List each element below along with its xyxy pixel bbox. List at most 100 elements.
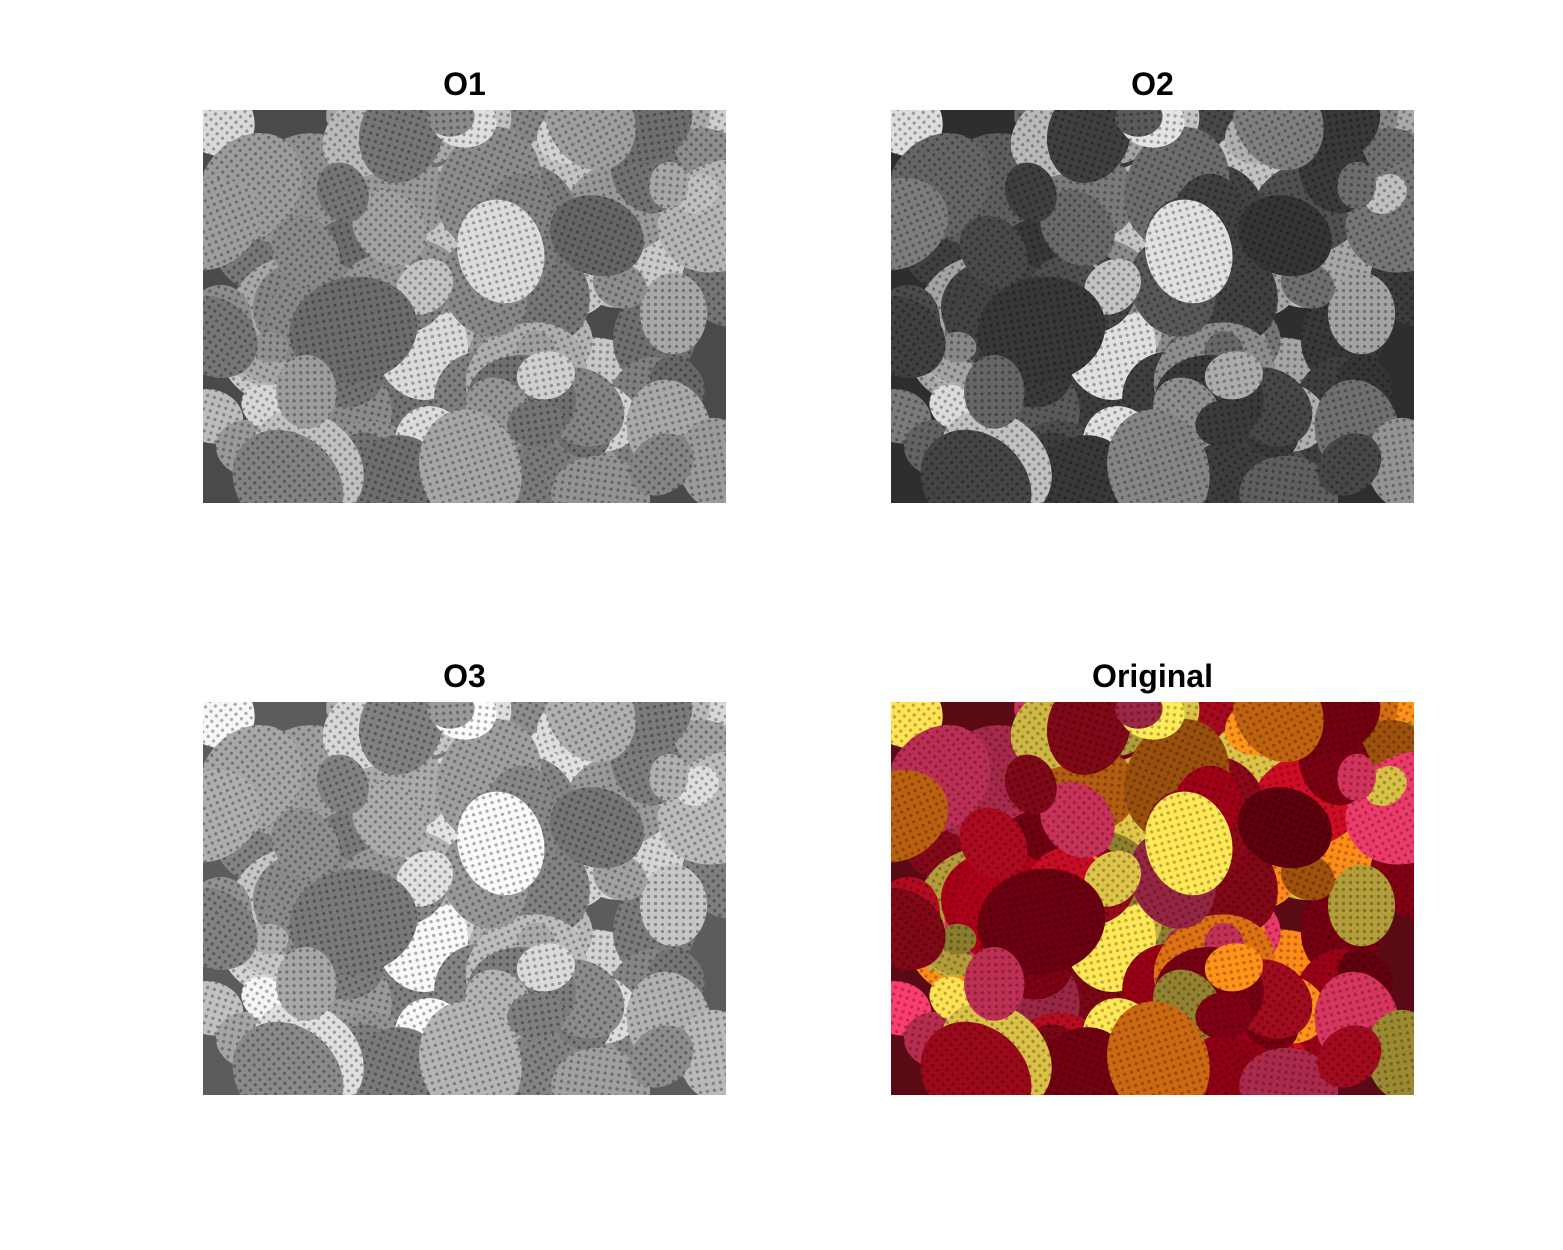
flower-blob <box>1238 195 1332 277</box>
flower-blob <box>977 276 1106 383</box>
flower-blob <box>203 769 261 863</box>
flower-blob <box>920 1021 1032 1095</box>
flower-blob <box>977 868 1106 975</box>
flower-blob <box>203 110 255 157</box>
flower-blob <box>939 923 977 955</box>
flower-blob <box>457 791 545 896</box>
flower-blob <box>964 947 1025 1021</box>
flower-blob <box>271 807 340 880</box>
flower-blob <box>358 110 444 183</box>
flower-blob <box>1328 864 1395 947</box>
flower-blob <box>276 355 337 429</box>
flower-blob <box>203 887 258 970</box>
flower-blob <box>1083 258 1141 315</box>
flower-blob <box>1046 702 1132 775</box>
o1-grayscale-image <box>203 110 726 503</box>
flower-blob <box>1366 1009 1414 1095</box>
flower-blob <box>232 429 344 503</box>
flower-blob <box>1004 754 1057 815</box>
flower-blob <box>457 199 545 304</box>
flower-blob <box>551 1047 651 1095</box>
flower-blob <box>891 295 946 378</box>
flower-blob <box>419 409 522 503</box>
flower-blob <box>891 887 946 970</box>
flower-blob <box>678 1009 726 1095</box>
flower-blob <box>507 399 565 448</box>
flower-blob <box>352 781 427 858</box>
flower-blob <box>891 177 949 271</box>
flower-blob <box>1195 399 1253 448</box>
o3-grayscale-image <box>203 702 726 1095</box>
flower-blob <box>395 258 453 315</box>
flower-blob <box>289 868 418 975</box>
flower-blob <box>1107 1001 1210 1095</box>
flower-blob <box>545 702 636 763</box>
flower-blob <box>629 1025 694 1088</box>
flower-blob <box>276 947 337 1021</box>
flower-blob <box>629 433 694 496</box>
flower-blob <box>1040 781 1115 858</box>
original-color-image <box>891 702 1414 1095</box>
flower-blob <box>920 429 1032 503</box>
flower-blob <box>427 702 475 729</box>
flower-blob <box>1233 110 1324 171</box>
flower-blob <box>1239 1047 1339 1095</box>
flower-blob <box>251 331 289 363</box>
flower-blob <box>891 110 943 157</box>
flower-blob <box>640 272 707 355</box>
flower-blob <box>1083 850 1141 907</box>
flower-blob <box>649 161 688 209</box>
panel-title-o3: O3 <box>443 658 486 694</box>
flower-blob <box>203 177 261 271</box>
flower-blob <box>1115 110 1163 137</box>
flower-blob <box>1317 433 1382 496</box>
flower-blob <box>232 1021 344 1095</box>
flower-blob <box>964 355 1025 429</box>
panel-title-original: Original <box>1092 658 1213 694</box>
flower-blob <box>289 276 418 383</box>
flower-blob <box>1317 1025 1382 1088</box>
flower-blob <box>358 702 444 775</box>
flower-blob <box>959 215 1028 288</box>
flower-blob <box>1145 199 1233 304</box>
flower-blob <box>678 417 726 503</box>
flower-blob <box>640 864 707 947</box>
flower-blob <box>516 351 575 400</box>
flower-blob <box>1195 991 1253 1040</box>
flower-blob <box>1107 409 1210 503</box>
flower-blob <box>959 807 1028 880</box>
flower-blob <box>545 110 636 171</box>
flower-blob <box>251 923 289 955</box>
flower-blob <box>395 850 453 907</box>
flower-blob <box>891 702 943 749</box>
flower-blob <box>1239 455 1339 503</box>
panel-title-o1: O1 <box>443 66 486 102</box>
flower-blob <box>352 189 427 266</box>
flower-blob <box>1204 943 1263 992</box>
flower-blob <box>1337 753 1376 801</box>
flower-blob <box>551 455 651 503</box>
flower-blob <box>1145 791 1233 896</box>
flower-blob <box>316 162 369 223</box>
flower-blob <box>1046 110 1132 183</box>
flower-blob <box>427 110 475 137</box>
flower-blob <box>1004 162 1057 223</box>
flower-blob <box>1337 161 1376 209</box>
flower-blob <box>316 754 369 815</box>
flower-blob <box>1115 702 1163 729</box>
flower-blob <box>516 943 575 992</box>
flower-blob <box>649 753 688 801</box>
flower-blob <box>1204 351 1263 400</box>
panel-title-o2: O2 <box>1131 66 1174 102</box>
flower-blob <box>550 787 644 869</box>
flower-blob <box>891 769 949 863</box>
flower-blob <box>1040 189 1115 266</box>
flower-blob <box>507 991 565 1040</box>
flower-blob <box>203 702 255 749</box>
flower-blob <box>1328 272 1395 355</box>
flower-blob <box>1233 702 1324 763</box>
flower-blob <box>1238 787 1332 869</box>
o2-grayscale-image <box>891 110 1414 503</box>
flower-blob <box>419 1001 522 1095</box>
flower-blob <box>203 295 258 378</box>
